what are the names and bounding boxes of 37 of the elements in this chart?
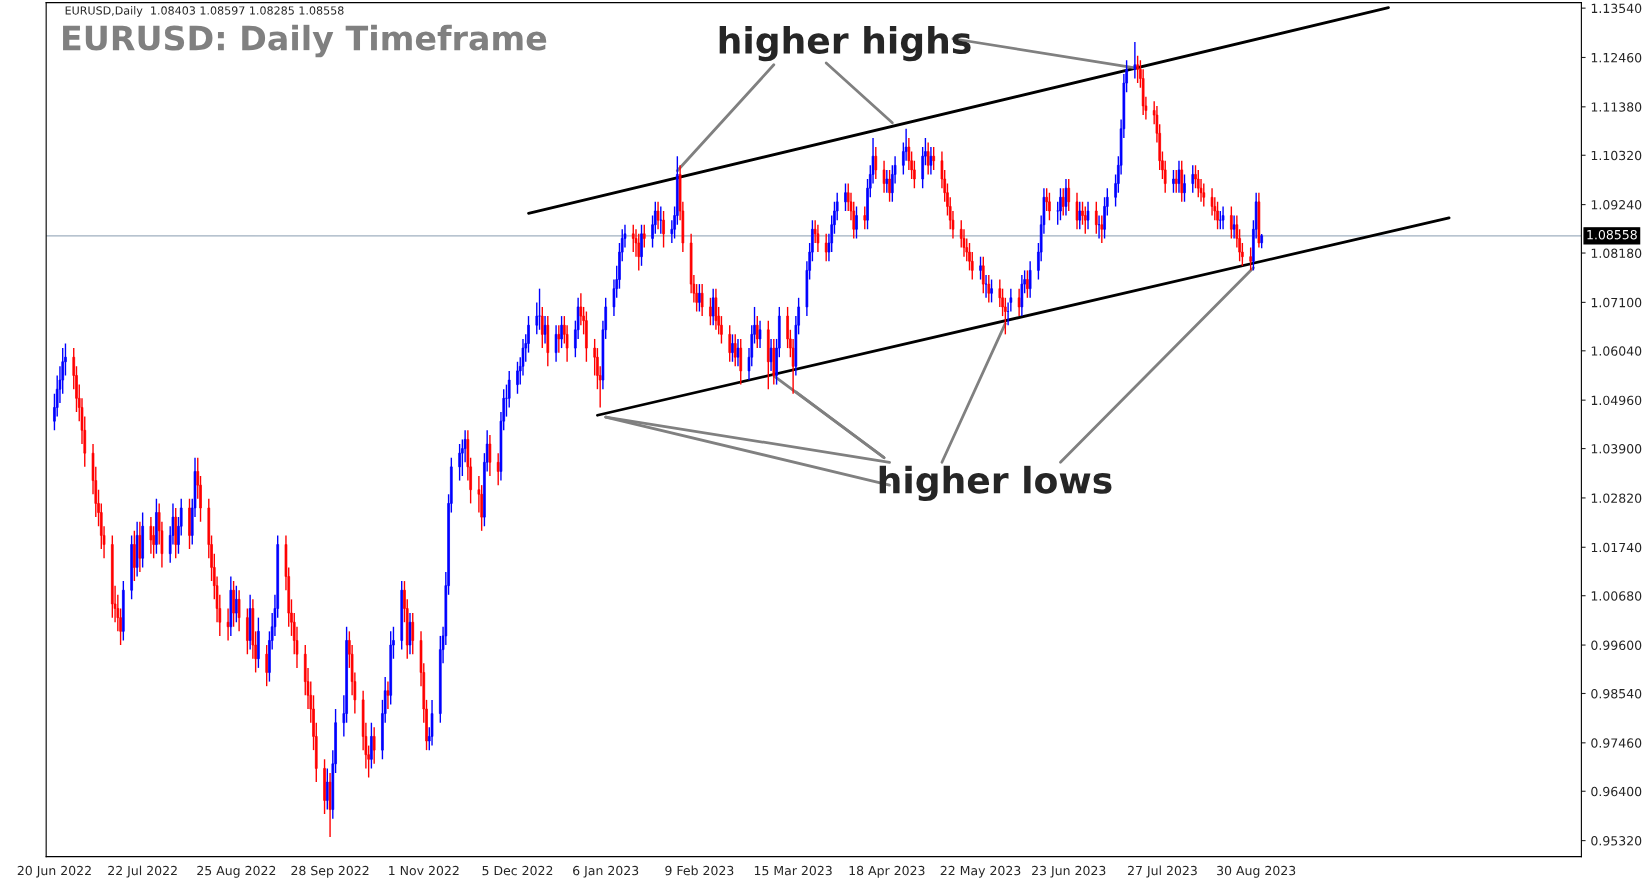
x-tick-label: 15 Mar 2023 — [754, 865, 832, 876]
text: EURUSD: Daily Timeframe — [63, 24, 547, 58]
y-tick-label: 0.96400 — [1591, 786, 1642, 797]
y-tick-label: 1.00680 — [1591, 591, 1642, 601]
x-tick-label: 9 Feb 2023 — [665, 865, 734, 876]
y-tick-label: 0.99600 — [1591, 640, 1642, 650]
y-tick-label: 1.09240 — [1591, 200, 1642, 210]
y-tick-label: 1.12460 — [1591, 52, 1642, 63]
y-tick-label: 1.13540 — [1591, 3, 1642, 14]
x-tick-label: 23 Jun 2023 — [1032, 865, 1106, 878]
y-tick-label: 1.07100 — [1591, 297, 1642, 308]
y-tick-label: 1.10320 — [1591, 150, 1642, 161]
y-tick-label: 0.97460 — [1591, 738, 1642, 748]
y-tick-label: 1.04960 — [1591, 395, 1642, 406]
x-tick-label: 5 Dec 2022 — [482, 865, 553, 876]
x-tick-label: 22 May 2023 — [940, 865, 1021, 878]
y-tick-label: 1.06040 — [1591, 346, 1642, 356]
y-tick-label: 1.03900 — [1591, 444, 1642, 454]
x-tick-label: 22 Jul 2022 — [108, 865, 177, 878]
annotation: higher lows — [879, 465, 1112, 502]
x-tick-label: 6 Jan 2023 — [573, 865, 639, 878]
y-tick-label: 0.95320 — [1591, 836, 1642, 846]
x-tick-label: 27 Jul 2023 — [1127, 865, 1197, 878]
y-tick-label: 0.98540 — [1591, 688, 1642, 699]
annotation: higher highs — [719, 26, 971, 62]
x-tick-label: 20 Jun 2022 — [17, 865, 91, 878]
x-tick-label: 25 Aug 2022 — [197, 865, 276, 878]
y-tick-label: 1.01740 — [1591, 542, 1642, 553]
x-tick-label: 30 Aug 2023 — [1217, 865, 1296, 878]
chart-subtitle: EURUSD,Daily 1.08403 1.08597 1.08285 1.08558 — [65, 6, 344, 17]
ref-line-label: 1.08558 — [1587, 229, 1637, 240]
y-tick-label: 1.08180 — [1591, 248, 1642, 258]
x-tick-label: 18 Apr 2023 — [849, 865, 925, 878]
x-tick-label: 28 Sep 2022 — [291, 865, 369, 878]
y-tick-label: 1.11380 — [1591, 102, 1642, 112]
y-tick-label: 1.02820 — [1591, 493, 1642, 503]
x-tick-label: 1 Nov 2022 — [389, 865, 459, 876]
